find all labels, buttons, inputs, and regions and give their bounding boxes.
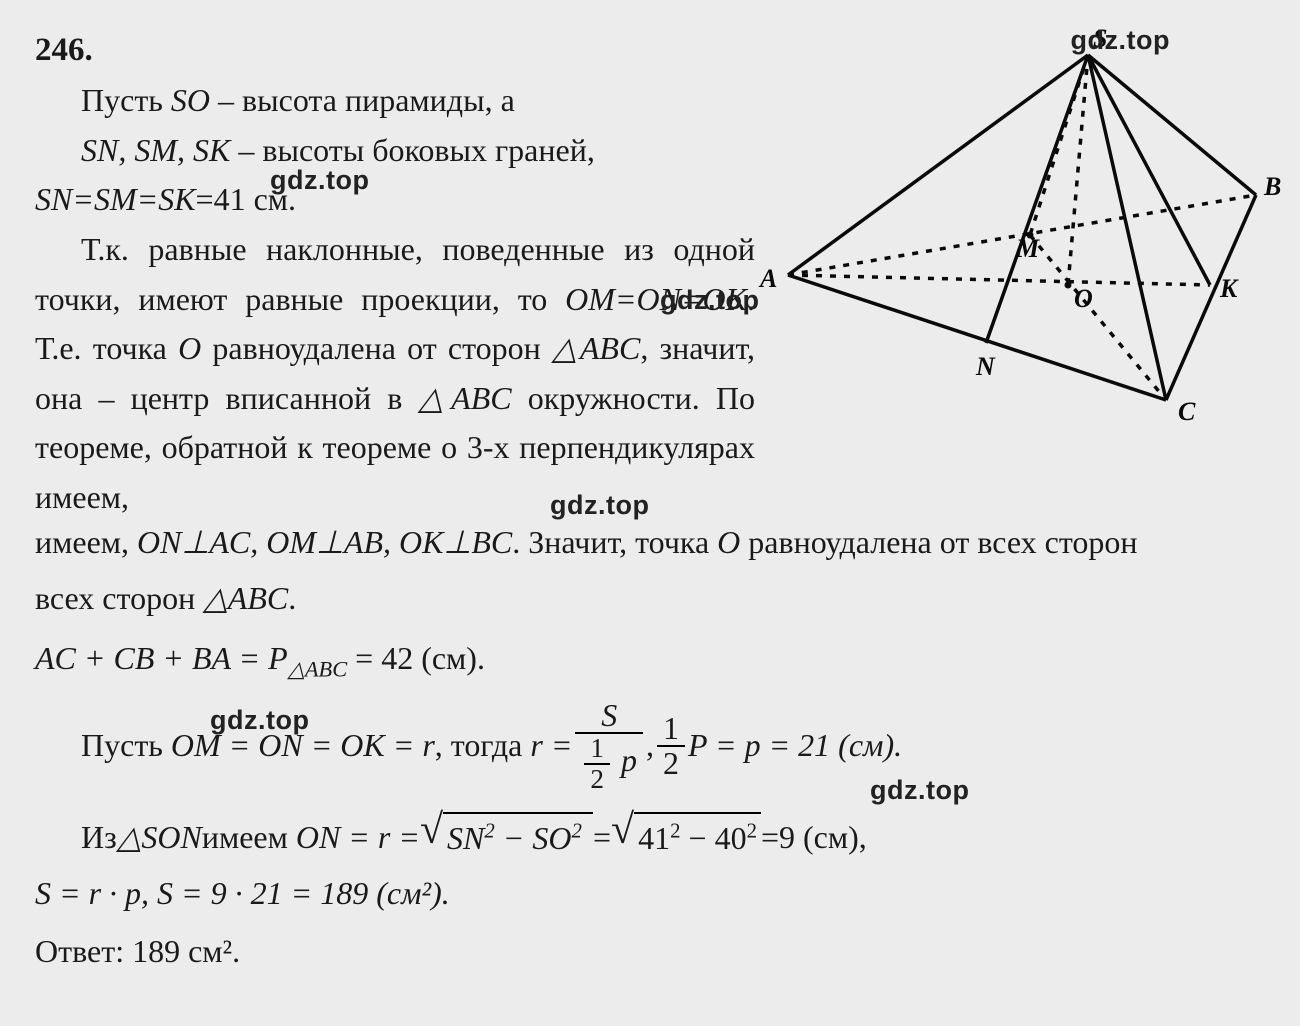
watermark: gdz.top [660, 280, 759, 322]
t: имеем [202, 813, 288, 863]
svg-text:O: O [1074, 284, 1093, 313]
line1: Пусть SO – высота пирамиды, а [35, 76, 755, 126]
n: 1 [584, 734, 610, 765]
t: – высота пирамиды, а [210, 82, 515, 118]
svg-text:C: C [1178, 397, 1196, 425]
so: SO [171, 82, 210, 118]
perp-line: имеем, ON⊥AC, OM⊥AB, OK⊥BC. Значит, точк… [35, 518, 1265, 568]
t: = [593, 813, 611, 863]
sqrt-line: Из △SON имеем ON = r = √ SN2 − SO2 = √ 4… [81, 812, 1265, 864]
n: 1 [657, 712, 685, 748]
eq: P = p = 21 (см). [688, 721, 902, 771]
t: Пусть [81, 721, 163, 771]
sqrt-icon: √ [611, 812, 634, 850]
t: Пусть [81, 82, 171, 118]
pyramid-diagram: SABCNKMO [748, 25, 1288, 425]
svg-text:N: N [975, 352, 996, 381]
snsmsk: SN, SM, SK [81, 132, 230, 168]
tri: △ABC [418, 380, 511, 416]
eq: r = [530, 721, 572, 771]
answer: Ответ: 189 см². [35, 927, 1265, 977]
line2: SN, SM, SK – высоты боковых граней, [35, 126, 755, 176]
sub: △ABC [288, 656, 348, 681]
svg-text:K: K [1219, 274, 1239, 303]
svg-text:M: M [1015, 234, 1040, 263]
t: . [288, 580, 296, 616]
all-sides: всех сторон △ABC. [35, 574, 1265, 624]
watermark: gdz.top [550, 485, 649, 527]
tri: △SON [117, 813, 202, 863]
perp: ON⊥AC, OM⊥AB, OK⊥BC [137, 524, 512, 560]
watermark: gdz.top [270, 160, 369, 202]
svg-text:B: B [1263, 172, 1281, 201]
t: равноудалена от всех сторон [740, 524, 1137, 560]
d: 2 [657, 747, 685, 781]
label: Ответ: [35, 933, 124, 969]
watermark: gdz.top [870, 770, 969, 812]
t: равноудалена от сторон [201, 330, 552, 366]
sqrt-icon: √ [420, 812, 443, 850]
watermark: gdz.top [210, 700, 309, 742]
t: , [646, 721, 654, 771]
eq: SN=SM=SK [35, 181, 196, 217]
t: . Значит, точка [512, 524, 717, 560]
p: p [613, 742, 637, 778]
den: 1 2 p [575, 734, 643, 793]
sqrt2: √ 412 − 402 [611, 812, 761, 864]
o: O [178, 330, 201, 366]
frac-half: 1 2 [657, 712, 685, 781]
sqrt1: √ SN2 − SO2 [420, 812, 593, 864]
d: 2 [584, 765, 610, 794]
num: S [575, 699, 643, 735]
para2: Т.к. равные наклонные, поведенные из одн… [35, 225, 755, 523]
perimeter: AC + CB + BA = P△ABC = 42 (см). [35, 634, 1265, 687]
t: всех сторон [35, 580, 203, 616]
sqrt-content: 412 − 402 [634, 812, 761, 864]
val: 189 см². [124, 933, 240, 969]
t: Из [81, 813, 117, 863]
t: , тогда [435, 721, 523, 771]
s-calc: S = r · p, S = 9 · 21 = 189 (см²). [35, 869, 1265, 919]
t: = 42 (см). [347, 640, 485, 676]
svg-text:A: A [758, 264, 777, 293]
t: =9 (см), [761, 813, 867, 863]
line3: SN=SM=SK=41 см. [35, 175, 755, 225]
tri: △ABC [552, 330, 640, 366]
sqrt-content: SN2 − SO2 [443, 812, 593, 864]
frac1: S 1 2 p [575, 699, 643, 794]
watermark: gdz.top [1071, 20, 1170, 62]
tri: △ABC [203, 580, 288, 616]
eq: AC + CB + BA = P [35, 640, 288, 676]
problem-number: 246. [35, 32, 93, 68]
o: O [717, 524, 740, 560]
eq: ON = r = [296, 813, 420, 863]
